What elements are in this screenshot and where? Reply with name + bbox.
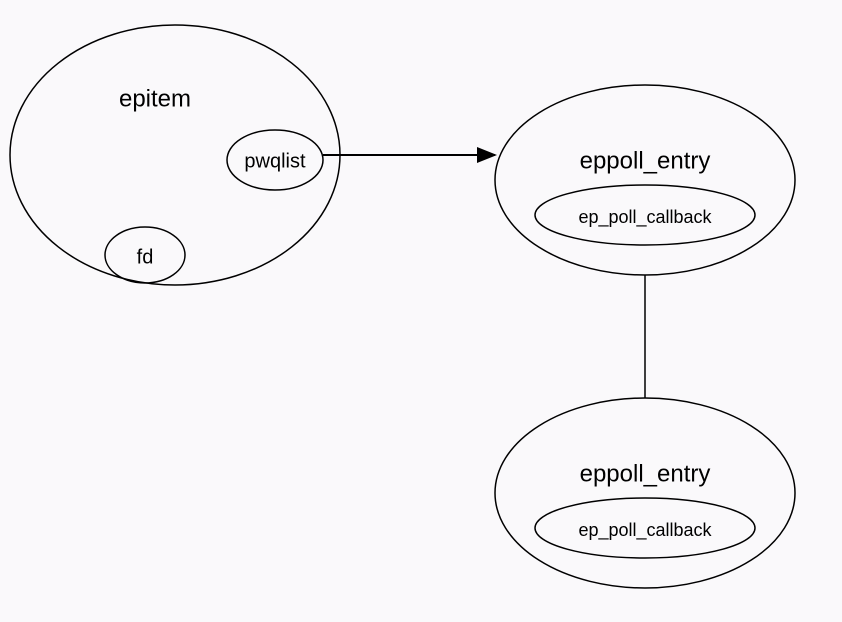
label-eppoll-entry-2: eppoll_entry: [580, 460, 711, 487]
label-epitem: epitem: [119, 85, 191, 112]
node-eppoll-entry-1: [495, 85, 795, 275]
label-ep-poll-callback-2: ep_poll_callback: [578, 520, 712, 541]
label-fd: fd: [137, 246, 154, 268]
label-pwqlist: pwqlist: [244, 150, 306, 172]
node-eppoll-entry-2: [495, 398, 795, 588]
label-ep-poll-callback-1: ep_poll_callback: [578, 207, 712, 228]
diagram-canvas: epitem pwqlist fd eppoll_entry ep_poll_c…: [0, 0, 842, 622]
label-eppoll-entry-1: eppoll_entry: [580, 147, 711, 174]
